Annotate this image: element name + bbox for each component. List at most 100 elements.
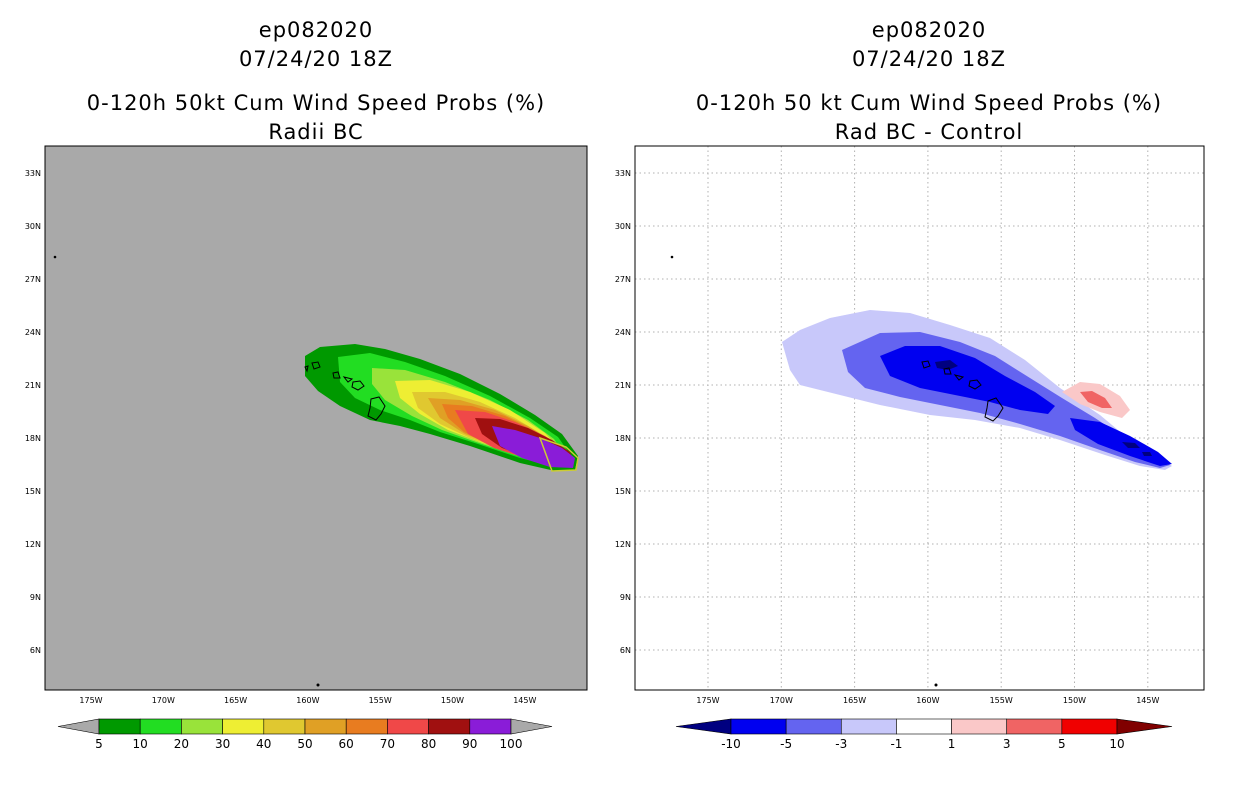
colorbar-label: -10 bbox=[721, 737, 741, 751]
colorbar-arrow-low bbox=[675, 718, 732, 735]
left-contour-rim bbox=[538, 436, 579, 472]
lon-label: 170W bbox=[770, 696, 793, 705]
lat-label: 9N bbox=[620, 593, 631, 602]
left-big-island-outline bbox=[367, 396, 386, 421]
right-kauai-outline bbox=[921, 360, 931, 369]
left-islet-dot-2 bbox=[316, 683, 320, 687]
right-colorbar: -10 -5 -3 -1 1 3 5 10 bbox=[675, 718, 1173, 751]
colorbar-label: -5 bbox=[780, 737, 792, 751]
lon-label: 175W bbox=[79, 696, 102, 705]
lon-label: 155W bbox=[369, 696, 392, 705]
colorbar-swatch bbox=[304, 718, 347, 735]
colorbar-swatch bbox=[1061, 718, 1118, 735]
right-storm-id: ep082020 bbox=[871, 18, 987, 42]
colorbar-label: 5 bbox=[1058, 737, 1066, 751]
colorbar-arrow-high bbox=[510, 718, 553, 735]
lon-label: 170W bbox=[152, 696, 175, 705]
left-lon-labels: 175W 170W 165W 160W 155W 150W 145W bbox=[79, 696, 536, 705]
right-contour-neg5 bbox=[880, 346, 1055, 414]
left-title-header: ep082020 07/24/20 18Z bbox=[44, 16, 588, 74]
colorbar-label: 1 bbox=[948, 737, 956, 751]
colorbar-swatch bbox=[222, 718, 265, 735]
lat-label: 33N bbox=[615, 169, 631, 178]
lat-label: 12N bbox=[25, 540, 41, 549]
lon-label: 150W bbox=[1063, 696, 1086, 705]
lat-label: 27N bbox=[25, 275, 41, 284]
colorbar-swatch bbox=[263, 718, 306, 735]
colorbar-swatch bbox=[469, 718, 512, 735]
lat-label: 18N bbox=[25, 434, 41, 443]
lon-label: 160W bbox=[296, 696, 319, 705]
lat-label: 12N bbox=[615, 540, 631, 549]
left-niihau-outline bbox=[304, 365, 309, 373]
lat-label: 30N bbox=[615, 222, 631, 231]
colorbar-label: 70 bbox=[380, 737, 395, 751]
left-map-panel: 33N 30N 27N 24N 21N 18N 15N 12N 9N 6N 175W 170W 165… bbox=[25, 145, 588, 705]
colorbar-label: 10 bbox=[1109, 737, 1124, 751]
right-islet-dot bbox=[670, 255, 674, 259]
right-product-name: 0-120h 50 kt Cum Wind Speed Probs (%) bbox=[695, 91, 1163, 115]
lat-label: 24N bbox=[615, 328, 631, 337]
right-lon-labels: 175W 170W 165W 160W 155W 150W 145W bbox=[696, 696, 1159, 705]
colorbar-label: 5 bbox=[95, 737, 103, 751]
left-contour-90 bbox=[492, 426, 575, 468]
left-map-frame bbox=[44, 145, 588, 691]
right-title-header: ep082020 07/24/20 18Z bbox=[634, 16, 1224, 74]
colorbar-label: 100 bbox=[500, 737, 523, 751]
lat-label: 27N bbox=[615, 275, 631, 284]
colorbar-label: -3 bbox=[835, 737, 847, 751]
lat-label: 15N bbox=[25, 487, 41, 496]
left-title-product: 0-120h 50kt Cum Wind Speed Probs (%) Rad… bbox=[44, 89, 588, 147]
right-oahu-outline bbox=[943, 367, 952, 375]
right-product-subtitle: Rad BC - Control bbox=[834, 120, 1024, 144]
colorbar-label: 3 bbox=[1003, 737, 1011, 751]
left-product-subtitle: Radii BC bbox=[268, 120, 364, 144]
left-maui-outline bbox=[351, 380, 365, 391]
left-molokai-outline bbox=[342, 376, 354, 383]
colorbar-swatch bbox=[730, 718, 787, 735]
lon-label: 145W bbox=[1136, 696, 1159, 705]
lon-label: 145W bbox=[513, 696, 536, 705]
right-lat-labels: 33N 30N 27N 24N 21N 18N 15N 12N 9N 6N bbox=[615, 169, 631, 655]
lat-label: 6N bbox=[620, 646, 631, 655]
lon-label: 165W bbox=[224, 696, 247, 705]
left-kauai-outline bbox=[311, 361, 321, 370]
lat-label: 15N bbox=[615, 487, 631, 496]
lon-label: 150W bbox=[441, 696, 464, 705]
colorbar-arrow-high bbox=[1116, 718, 1173, 735]
lat-label: 6N bbox=[30, 646, 41, 655]
lat-label: 21N bbox=[25, 381, 41, 390]
lon-label: 165W bbox=[843, 696, 866, 705]
left-datetime: 07/24/20 18Z bbox=[238, 47, 394, 71]
colorbar-swatch bbox=[951, 718, 1008, 735]
colorbar-swatch bbox=[428, 718, 471, 735]
right-contour-pos3 bbox=[1080, 391, 1112, 408]
colorbar-swatch bbox=[181, 718, 223, 735]
colorbar-label: 30 bbox=[215, 737, 230, 751]
left-oahu-outline bbox=[332, 371, 341, 379]
colorbar-label: 60 bbox=[339, 737, 354, 751]
colorbar-swatch bbox=[345, 718, 388, 735]
right-maui-outline bbox=[968, 379, 982, 390]
right-difference-field bbox=[782, 310, 1172, 470]
right-islet-dot-2 bbox=[934, 683, 938, 687]
colorbar-swatch bbox=[896, 718, 952, 735]
right-contour-neg10-b bbox=[1122, 442, 1140, 448]
lat-label: 21N bbox=[615, 381, 631, 390]
lat-label: 30N bbox=[25, 222, 41, 231]
right-map-frame bbox=[634, 145, 1205, 691]
right-map-panel: 33N 30N 27N 24N 21N 18N 15N 12N 9N 6N 175W 170W 165… bbox=[615, 145, 1205, 705]
lat-label: 18N bbox=[615, 434, 631, 443]
colorbar-label: 50 bbox=[297, 737, 312, 751]
right-molokai-outline bbox=[953, 374, 965, 381]
colorbar-swatch bbox=[785, 718, 842, 735]
colorbar-label: 80 bbox=[421, 737, 436, 751]
right-big-island-outline bbox=[984, 397, 1004, 422]
colorbar-label: 40 bbox=[256, 737, 271, 751]
colorbar-label: 20 bbox=[174, 737, 189, 751]
left-lat-labels: 33N 30N 27N 24N 21N 18N 15N 12N 9N 6N bbox=[25, 169, 41, 655]
lat-label: 9N bbox=[30, 593, 41, 602]
colorbar-arrow-low bbox=[57, 718, 100, 735]
lon-label: 155W bbox=[990, 696, 1013, 705]
